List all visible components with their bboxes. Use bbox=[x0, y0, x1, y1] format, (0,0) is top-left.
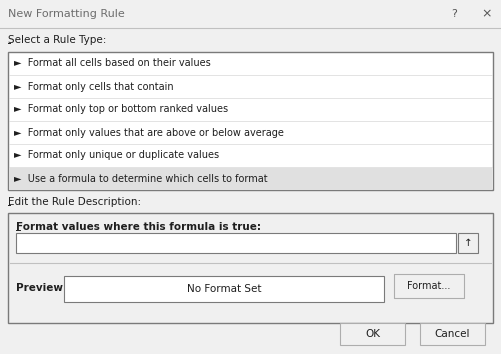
Bar bbox=[0, 0, 501, 28]
Bar bbox=[458, 233, 478, 253]
Text: ?: ? bbox=[451, 9, 457, 19]
Bar bbox=[394, 274, 464, 298]
Text: ►  Format only unique or duplicate values: ► Format only unique or duplicate values bbox=[14, 150, 219, 160]
Bar bbox=[9, 167, 492, 190]
Text: ►  Format only values that are above or below average: ► Format only values that are above or b… bbox=[14, 127, 284, 137]
Text: No Format Set: No Format Set bbox=[187, 284, 261, 294]
Text: New Formatting Rule: New Formatting Rule bbox=[8, 9, 125, 19]
Text: ►  Format only top or bottom ranked values: ► Format only top or bottom ranked value… bbox=[14, 104, 228, 114]
Bar bbox=[8, 213, 493, 323]
Text: ↑: ↑ bbox=[463, 238, 472, 248]
Bar bbox=[8, 52, 493, 190]
Bar bbox=[420, 323, 485, 345]
Text: ×: × bbox=[482, 7, 492, 21]
Text: ►  Use a formula to determine which cells to format: ► Use a formula to determine which cells… bbox=[14, 173, 268, 183]
Text: ►  Format all cells based on their values: ► Format all cells based on their values bbox=[14, 58, 211, 69]
Text: Format values where this formula is true:: Format values where this formula is true… bbox=[16, 222, 261, 232]
Text: Preview:: Preview: bbox=[16, 283, 67, 293]
Bar bbox=[64, 276, 384, 302]
Text: OK: OK bbox=[365, 329, 380, 339]
Bar bbox=[16, 233, 456, 253]
Text: Edit the Rule Description:: Edit the Rule Description: bbox=[8, 197, 141, 207]
Text: ►  Format only cells that contain: ► Format only cells that contain bbox=[14, 81, 174, 91]
Text: Format...: Format... bbox=[407, 281, 451, 291]
Text: Cancel: Cancel bbox=[435, 329, 470, 339]
Bar bbox=[340, 323, 405, 345]
Text: Select a Rule Type:: Select a Rule Type: bbox=[8, 35, 106, 45]
